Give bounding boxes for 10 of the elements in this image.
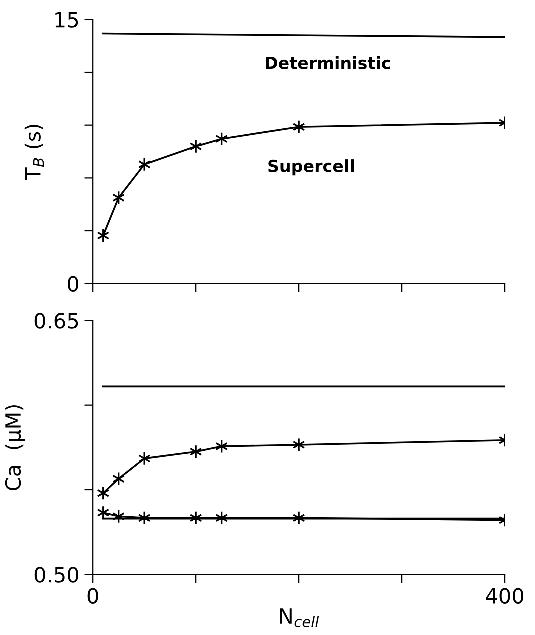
y-tick-label: 15	[56, 12, 78, 28]
y-tick-label: 0	[68, 276, 79, 292]
y-tick-label: 0.65	[34, 313, 78, 329]
x-tick-label: 400	[486, 588, 524, 604]
annotation: Supercell	[268, 160, 354, 176]
y-axis-title: T$_{B}$ (s)	[24, 124, 44, 180]
x-axis-title: N$_{cell}$	[280, 608, 320, 628]
y-axis-title: Ca (μM)	[5, 405, 26, 491]
y-tick-label: 0.50	[34, 567, 79, 583]
annotation: Deterministic	[266, 56, 390, 70]
